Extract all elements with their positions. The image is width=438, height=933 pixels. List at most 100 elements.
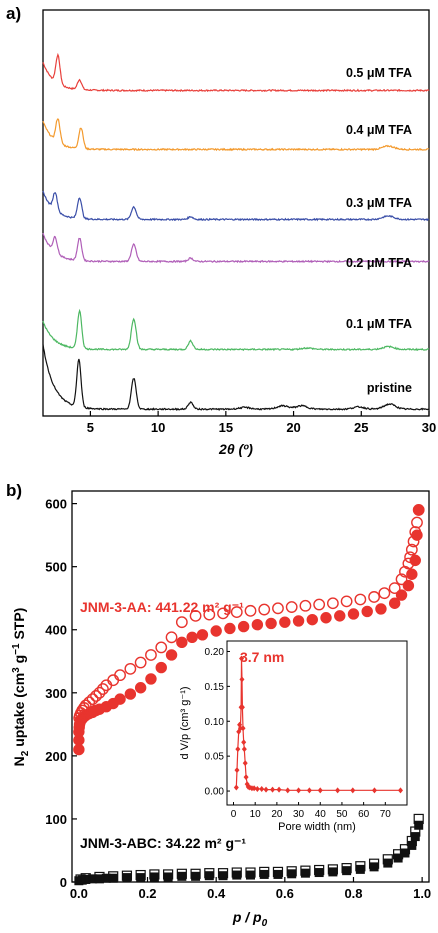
isotherm-x-tick-0: 0.0 [70,886,88,901]
isotherm-point-s1-16 [299,599,312,612]
isotherm-point-s0-19 [145,673,157,685]
isotherm-point-s1-26 [165,631,178,644]
inset-trace [233,655,403,794]
isotherm-point-s0-16 [114,693,126,705]
isotherm-point-s3-24 [121,870,133,881]
isotherm-point-s2-28 [400,848,410,858]
isotherm-point-s0-25 [210,625,222,637]
isotherm-point-s2-25 [369,862,379,872]
isotherm-point-s0-31 [292,615,305,627]
isotherm-axes-frame [71,490,430,883]
isotherm-point-s0-18 [134,682,147,694]
panel-a-label: a) [6,4,21,23]
isotherm-point-s1-32 [107,674,120,687]
inset-y-tick-3: 0.15 [205,682,225,693]
isotherm-point-s0-17 [124,688,137,700]
isotherm-point-s0-36 [361,605,373,618]
inset-x-tick-2: 20 [271,809,283,820]
isotherm-point-s1-8 [395,573,408,586]
isotherm-point-s2-3 [88,874,98,884]
inset-point-23 [270,786,276,793]
xrd-trace-label-0: 0.5 μM TFA [346,66,412,80]
isotherm-point-s0-29 [265,617,277,630]
isotherm-point-s2-31 [414,820,424,830]
isotherm-point-s1-25 [175,616,188,629]
inset-point-7 [239,655,245,662]
isotherm-point-s2-17 [259,869,269,879]
isotherm-point-s0-30 [279,616,291,628]
isotherm-point-s1-22 [217,607,229,620]
isotherm-point-s1-5 [404,551,417,564]
isotherm-point-s3-21 [163,869,174,880]
isotherm-point-s2-19 [287,869,297,879]
isotherm-point-s1-1 [411,516,423,529]
isotherm-point-s1-0 [412,504,425,516]
xrd-trace-4 [42,308,430,352]
isotherm-point-s1-37 [86,693,99,706]
isotherm-point-s1-18 [272,602,284,615]
inset-x-tick-1: 10 [250,809,262,820]
xrd-trace-label-4: 0.1 μM TFA [346,317,412,331]
isotherm-point-s2-4 [94,874,104,884]
isotherm-point-s2-13 [204,871,214,881]
isotherm-point-s1-17 [285,601,298,613]
inset-point-30 [350,787,356,794]
isotherm-point-s3-10 [314,864,325,876]
isotherm-point-s2-20 [300,868,310,878]
isotherm-x-axis-title: p / p0 [232,909,268,929]
xrd-trace-0 [42,52,430,93]
inset-y-tick-2: 0.10 [205,717,225,728]
inset-point-25 [285,787,291,794]
isotherm-point-s0-26 [224,622,236,635]
isotherm-point-s0-32 [306,613,318,626]
inset-point-19 [251,785,257,792]
isotherm-point-s3-23 [135,869,146,881]
isotherm-y-tick-4: 400 [45,623,67,638]
isotherm-point-s2-24 [355,864,365,874]
isotherm-point-s3-11 [300,865,311,876]
isotherm-point-s1-3 [407,535,420,548]
isotherm-x-tick-1: 0.2 [138,886,156,901]
inset-point-24 [276,786,282,793]
xrd-x-tick-4: 25 [354,420,368,435]
xrd-traces [42,52,430,412]
xrd-axes-frame [42,9,430,417]
inset-point-27 [306,787,312,794]
panel-b-label: b) [6,481,22,500]
aa-surface-area-label: JNM-3-AA: 441.22 m² g⁻¹ [80,599,244,615]
isotherm-point-s0-20 [155,661,167,674]
inset-point-5 [237,725,243,732]
inset-x-tick-0: 0 [231,809,237,820]
isotherm-point-s1-9 [388,582,401,595]
isotherm-point-s0-39 [395,589,408,601]
isotherm-point-s3-12 [286,866,297,877]
isotherm-point-s3-25 [108,871,119,882]
isotherm-point-s3-27 [80,873,91,884]
isotherm-point-s3-28 [75,874,86,885]
isotherm-point-s1-11 [368,591,380,603]
inset-y-tick-0: 0.00 [205,787,225,798]
isotherm-markers [73,504,425,886]
isotherm-point-s3-14 [259,866,270,878]
isotherm-y-tick-3: 300 [45,686,67,701]
isotherm-point-s1-21 [230,606,243,618]
isotherm-point-s2-14 [218,871,228,881]
inset-x-tick-6: 60 [358,809,370,820]
inset-frame [226,640,408,806]
isotherm-point-s1-30 [124,662,137,675]
isotherm-point-s3-2 [406,835,417,847]
isotherm-point-s0-28 [251,618,264,631]
isotherm-point-s3-13 [272,866,284,878]
inset-point-28 [317,787,323,794]
isotherm-point-s3-0 [413,813,424,825]
isotherm-point-s0-35 [347,608,360,620]
xrd-trace-1 [42,118,430,152]
isotherm-y-tick-0: 0 [60,875,67,890]
isotherm-point-s3-19 [190,868,201,879]
isotherm-point-s3-9 [327,864,338,875]
isotherm-point-s1-14 [326,597,339,610]
isotherm-point-s2-15 [232,870,242,880]
isotherm-point-s3-5 [382,854,393,865]
xrd-x-axis-title: 2θ (º) [218,441,253,457]
isotherm-point-s2-16 [246,870,255,880]
